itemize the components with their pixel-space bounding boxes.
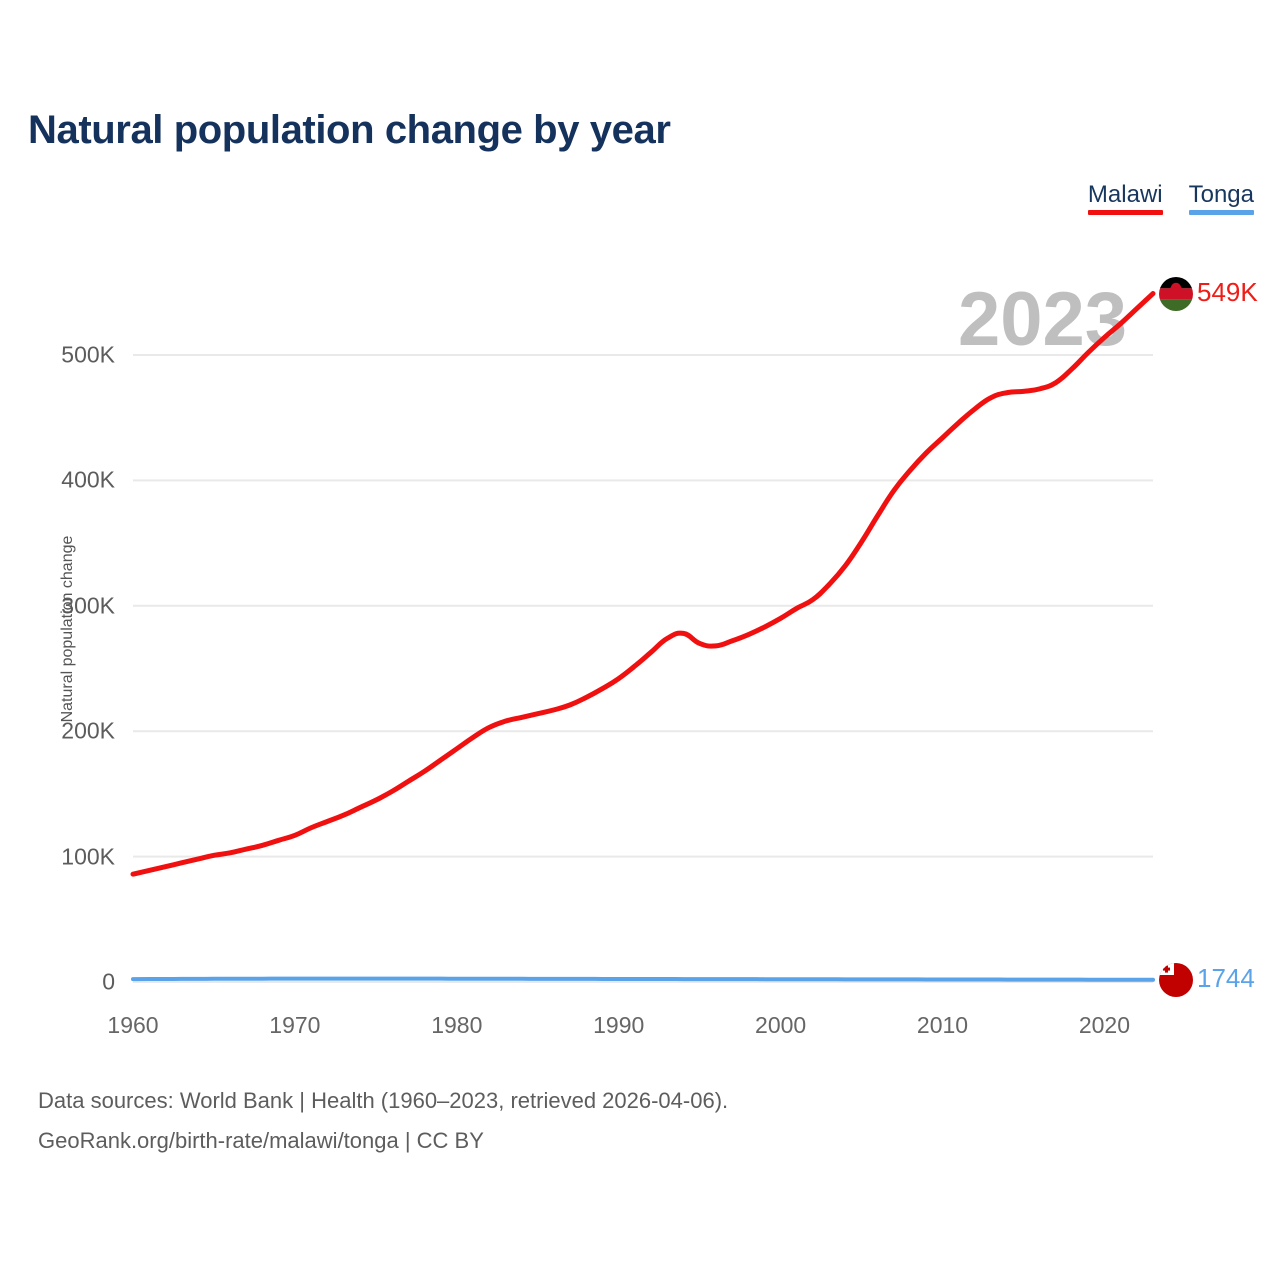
y-axis-tick-label: 200K: [61, 717, 115, 744]
legend-label-malawi: Malawi: [1087, 181, 1163, 208]
legend-label-tonga: Tonga: [1188, 181, 1254, 208]
legend-color-swatch-tonga: [1188, 210, 1254, 216]
legend-item-malawi[interactable]: Malawi: [1087, 181, 1163, 216]
series-line-malawi: [130, 291, 1156, 877]
legend-item-tonga[interactable]: Tonga: [1188, 181, 1254, 216]
footer-attribution: GeoRank.org/birth-rate/malawi/tonga | CC…: [38, 1128, 484, 1153]
malawi-endpoint-value: 549K: [1197, 276, 1258, 307]
y-axis-tick-label: 500K: [61, 341, 115, 368]
x-axis-tick-label: 2020: [1078, 1012, 1131, 1038]
x-axis-tick-label: 2000: [755, 1012, 807, 1038]
y-axis-tick-label: 0: [102, 968, 115, 995]
x-axis-tick-label: 1960: [107, 1012, 159, 1038]
y-axis-title: Natural population change: [59, 535, 76, 723]
page-title: Natural population change by year: [28, 108, 671, 152]
malawi-flag-icon: [1159, 276, 1193, 311]
y-axis-tick-label: 100K: [61, 843, 115, 870]
year-watermark: 2023: [958, 277, 1128, 362]
x-axis-tick-label: 2010: [916, 1012, 969, 1038]
tonga-flag-icon: [1159, 962, 1193, 997]
tonga-endpoint-value: 1744: [1197, 962, 1255, 993]
y-axis-tick-label: 400K: [61, 466, 115, 493]
x-axis-tick-label: 1980: [431, 1012, 483, 1038]
gridlines: [133, 354, 1153, 983]
legend-color-swatch-malawi: [1087, 210, 1163, 216]
y-axis-tick-label: 300K: [61, 592, 115, 619]
x-axis-tick-label: 1970: [269, 1012, 321, 1038]
footer-data-sources: Data sources: World Bank | Health (1960–…: [38, 1088, 729, 1113]
series-line-tonga: [131, 976, 1155, 982]
x-axis-tick-label: 1990: [593, 1012, 645, 1038]
legend: Malawi Tonga: [1087, 181, 1254, 216]
